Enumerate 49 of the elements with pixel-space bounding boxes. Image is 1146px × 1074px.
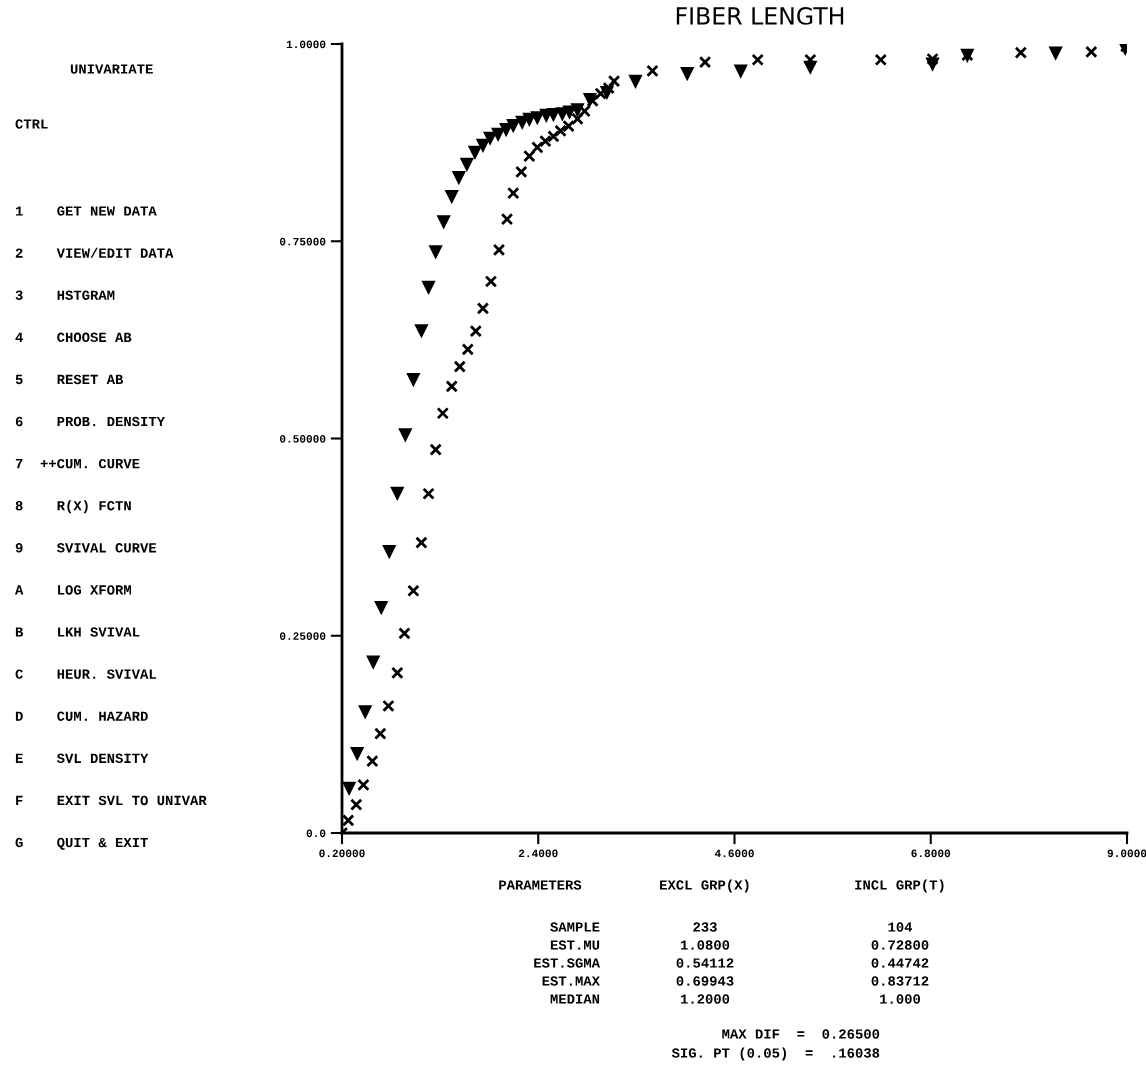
chart-title: FIBER LENGTH — [676, 6, 844, 25]
text: 0.83712 — [871, 976, 929, 986]
text: 0.72800 — [871, 940, 929, 950]
text: C HEUR. SVIVAL — [15, 669, 156, 679]
x-tick-label: 9.0000 — [1107, 849, 1146, 858]
text: 6 PROB. DENSITY — [15, 416, 165, 427]
text: 0.69943 — [676, 976, 734, 986]
text: SIG. PT (0.05) = .16038 — [671, 1047, 880, 1061]
text: 1.0800 — [680, 940, 730, 950]
x-tick-label: 0.20000 — [319, 849, 365, 858]
text: A LOG XFORM — [15, 585, 132, 595]
y-tick-label: 0.75000 — [279, 237, 326, 246]
text: F EXIT SVL TO UNIVAR — [16, 795, 207, 806]
text: MAX DIF = 0.26500 — [722, 1029, 880, 1039]
text: 233 — [693, 922, 717, 932]
text: 4 CHOOSE AB — [15, 332, 132, 343]
text: CTRL — [15, 119, 48, 129]
text: 104 — [888, 922, 913, 932]
text: EST.MU — [550, 940, 600, 950]
text: E SVL DENSITY — [15, 753, 149, 764]
text: 9 SVIVAL CURVE — [15, 543, 157, 553]
x-tick-label: 2.4000 — [518, 849, 558, 858]
text: PARAMETERS — [499, 880, 582, 890]
text: EST.SGMA — [534, 958, 600, 968]
text: INCL GRP(T) — [855, 879, 944, 893]
text: 0.54112 — [676, 958, 734, 968]
text: EXCL GRP(X) — [660, 879, 749, 893]
y-tick-label: 0.25000 — [279, 632, 326, 640]
text: 8 R(X) FCTN — [15, 500, 131, 514]
text: D CUM. HAZARD — [15, 711, 148, 721]
text: UNIVARIATE — [70, 64, 153, 74]
text: EST.MAX — [542, 976, 600, 986]
x-tick-label: 6.8000 — [911, 849, 951, 858]
text: 5 RESET AB — [15, 374, 124, 385]
text: 7 ++CUM. CURVE — [15, 458, 140, 469]
text: SAMPLE — [550, 922, 600, 932]
text: 0.44742 — [871, 958, 929, 968]
text: 2 VIEW/EDIT DATA — [15, 247, 174, 258]
y-tick-label: 0.50000 — [279, 435, 326, 443]
text: 1 GET NEW DATA — [15, 206, 157, 216]
text: 3 HSTGRAM — [15, 290, 115, 300]
text: B LKH SVIVAL — [15, 627, 140, 637]
text: 1.000 — [880, 994, 921, 1004]
text: MEDIAN — [550, 994, 600, 1004]
text: 1.2000 — [680, 994, 730, 1004]
text: G QUIT & EXIT — [15, 837, 148, 850]
y-tick-label: 1.0000 — [286, 40, 326, 49]
y-tick-label: 0.0 — [306, 829, 326, 838]
x-tick-label: 4.6000 — [714, 849, 754, 858]
